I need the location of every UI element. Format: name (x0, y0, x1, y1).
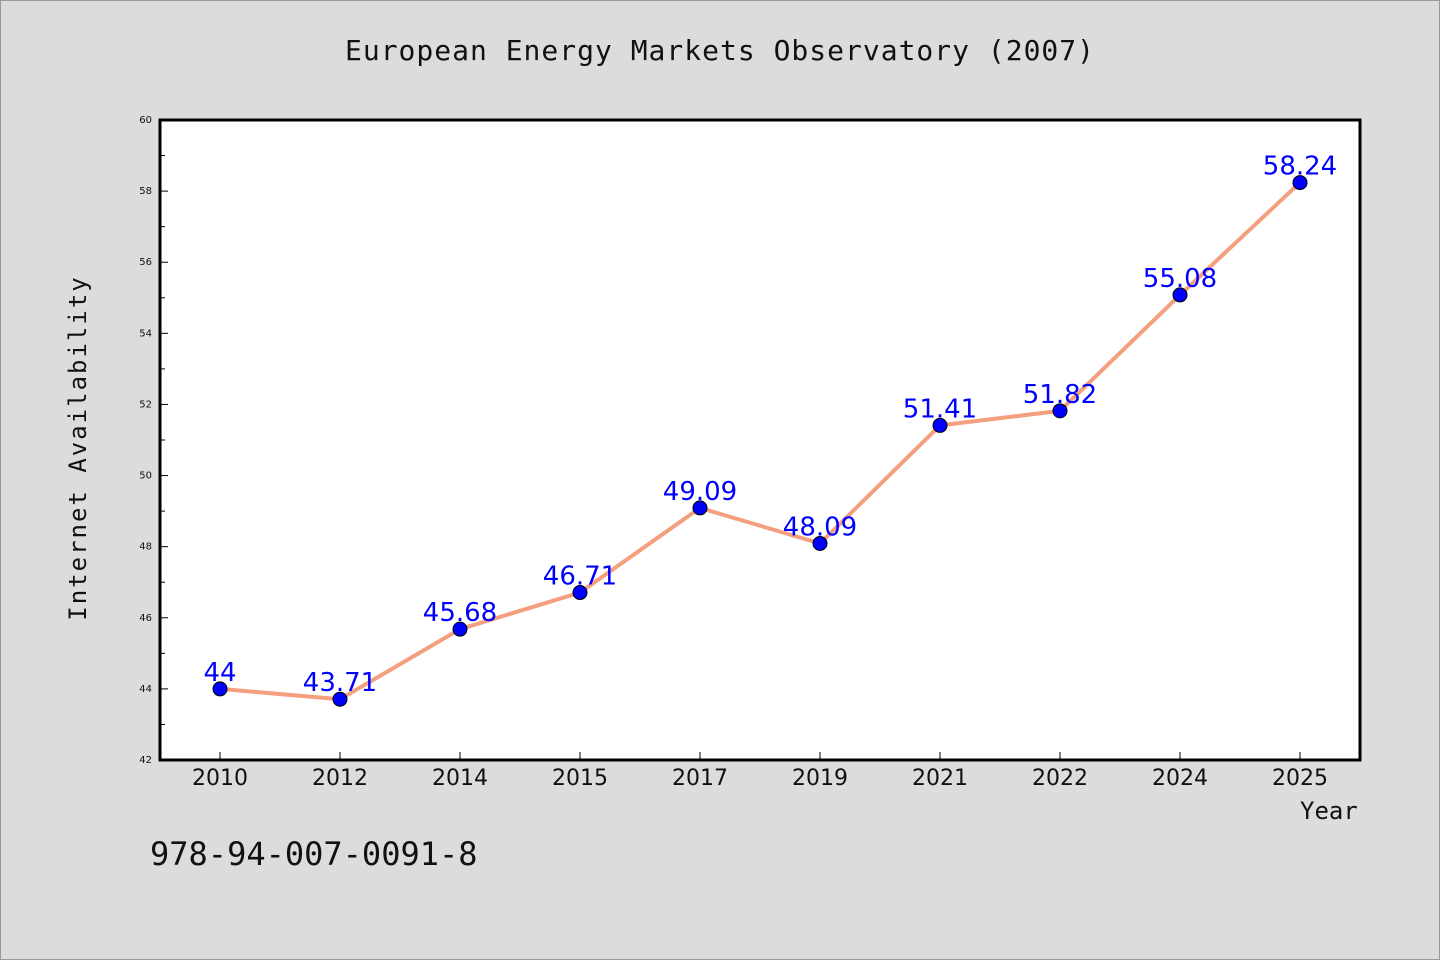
series-line-layer (218, 180, 1302, 702)
data-point (452, 621, 468, 637)
isbn-text: 978-94-007-0091-8 (150, 835, 478, 873)
y-tick-label: 54 (139, 328, 152, 339)
data-point (692, 500, 708, 516)
y-tick-label: 60 (139, 115, 152, 126)
data-label: 49.09 (663, 477, 737, 507)
x-tick-label: 2015 (552, 766, 608, 791)
chart-title: European Energy Markets Observatory (200… (344, 34, 1095, 67)
data-label: 51.41 (903, 394, 977, 424)
data-point (572, 585, 588, 601)
x-tick-label: 2012 (312, 766, 368, 791)
x-tick-label: 2017 (672, 766, 728, 791)
plot-frame (158, 118, 1362, 762)
data-label: 43.71 (303, 668, 377, 698)
data-point (1052, 403, 1068, 419)
series-markers (212, 175, 1308, 707)
data-point (812, 535, 828, 551)
x-tick-label: 2019 (792, 766, 848, 791)
x-tick-label: 2024 (1152, 766, 1208, 791)
y-tick-label: 52 (139, 399, 152, 410)
data-label: 48.09 (783, 512, 857, 542)
data-label: 46.71 (543, 562, 617, 592)
data-label: 44 (203, 658, 236, 688)
y-tick-label: 58 (139, 186, 152, 197)
data-point (212, 681, 228, 697)
x-tick-label: 2010 (192, 766, 248, 791)
data-point (332, 691, 348, 707)
data-point (1292, 175, 1308, 191)
plot-area (160, 120, 1360, 760)
x-tick-label: 2014 (432, 766, 488, 791)
data-label: 45.68 (423, 598, 497, 628)
x-tick-label: 2021 (912, 766, 968, 791)
series-line (218, 180, 1302, 702)
x-tick-label: 2022 (1032, 766, 1088, 791)
data-labels: 44 43.71 45.68 46.71 49.09 48.09 51.41 51.82 55.… (203, 152, 1337, 699)
data-label: 55.08 (1143, 264, 1217, 294)
y-tick-label: 46 (139, 613, 152, 624)
y-tick-label: 56 (139, 257, 152, 268)
x-axis-label: Year (1300, 797, 1358, 825)
data-point (1172, 287, 1188, 303)
y-tick-label: 50 (139, 471, 152, 482)
data-point (932, 417, 948, 433)
y-tick-label: 48 (139, 542, 152, 553)
data-label: 58.24 (1263, 152, 1337, 182)
x-axis-ticks: 2010 2012 2014 2015 2017 2019 2021 2022 2024 2025 (192, 752, 1328, 791)
y-tick-label: 44 (139, 684, 152, 695)
y-tick-label: 42 (139, 755, 152, 766)
data-label: 51.82 (1023, 380, 1097, 410)
x-tick-label: 2025 (1272, 766, 1328, 791)
